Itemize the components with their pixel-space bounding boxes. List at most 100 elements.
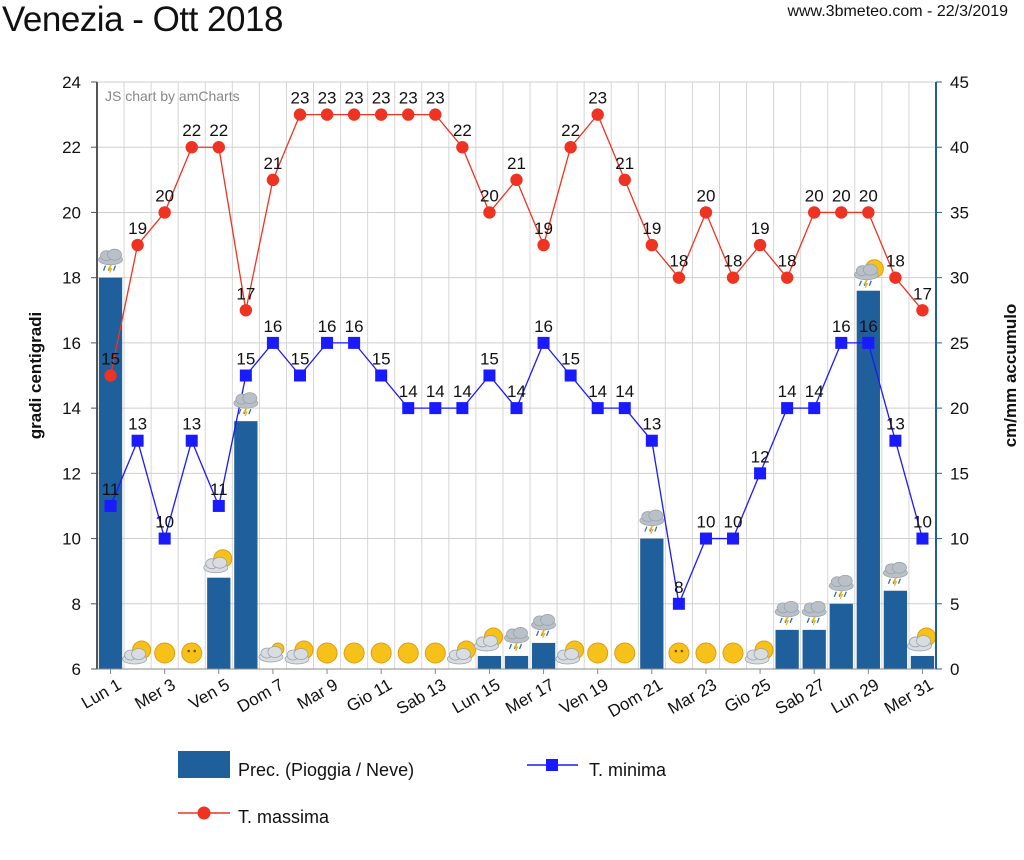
tmin-label: 14	[778, 382, 797, 401]
weather-icon-storm-rain-icon	[828, 574, 854, 600]
tmin-marker	[239, 369, 252, 382]
sun-shape	[343, 642, 365, 664]
lightning-bolt	[783, 616, 790, 626]
tmax-marker	[320, 108, 334, 121]
x-tick-label: Lun 1	[78, 675, 124, 713]
y-left-tick-label: 10	[62, 530, 81, 549]
tmin-marker	[672, 597, 685, 610]
x-tick-label: Lun 15	[449, 675, 504, 717]
source-credit: www.3bmeteo.com - 22/3/2019	[787, 3, 1008, 20]
tmax-marker	[131, 238, 144, 252]
tmin-marker	[564, 369, 577, 382]
weather-icon-sun-icon	[614, 642, 636, 664]
tmax-series: 15 19 20 22 22 17 21 23 23 23 23 23 23 22 20 21 19 22 23 21…	[101, 89, 932, 382]
tmax-label: 19	[128, 219, 147, 238]
tmin-label: 16	[318, 317, 337, 336]
tmin-marker	[375, 369, 388, 382]
weather-icon-storm-rain-icon	[639, 509, 665, 534]
weather-icon-storm-rain-icon	[883, 561, 908, 587]
weather-icon-sun-icon	[316, 642, 338, 664]
rain-drop	[644, 526, 648, 532]
lightning-bolt	[540, 629, 546, 639]
rain-drop	[858, 280, 862, 286]
tmax-marker	[456, 141, 469, 154]
weather-icon-sun-cloud-icon	[907, 627, 936, 652]
cloud-shape	[267, 646, 283, 658]
weather-icon-sun-cloud-icon	[474, 627, 503, 652]
y-left-tick-label: 14	[62, 399, 81, 418]
tmin-series: 11 13 10 13 11 15 16 15 16 16 15 14 14 14 15 14 16 15 14 14…	[102, 317, 932, 610]
y-right-tick-label: 0	[950, 660, 959, 679]
x-tick-label: Mer 17	[502, 675, 557, 718]
tmax-marker	[239, 304, 253, 317]
cloud-shape	[783, 600, 799, 613]
lightning-bolt	[107, 264, 113, 273]
tmin-label: 14	[507, 382, 526, 401]
tmax-marker	[753, 238, 767, 252]
tmax-label: 20	[832, 186, 851, 205]
tmin-marker	[158, 532, 171, 545]
tmin-label: 13	[642, 415, 661, 434]
weather-icon-sun-cloud-icon	[555, 640, 585, 665]
sun-shape	[397, 642, 419, 664]
tmin-label: 12	[751, 447, 770, 466]
tmin-label: 10	[724, 513, 743, 532]
lightning-bolt	[811, 616, 817, 626]
y-right-tick-label: 40	[950, 138, 969, 157]
rain-drop	[897, 578, 902, 584]
lightning-bolt	[863, 279, 869, 288]
legend-label-tmin: T. minima	[589, 760, 667, 780]
y-right-tick-label: 45	[950, 73, 969, 92]
tmin-marker	[185, 434, 198, 447]
tmax-label: 15	[101, 350, 120, 369]
rain-drop	[535, 630, 540, 637]
tmin-marker	[212, 499, 225, 512]
weather-icon-sun-icon	[722, 642, 744, 664]
tmax-marker	[266, 173, 280, 187]
x-tick-label: Mer 31	[881, 675, 936, 718]
sun-shape	[722, 642, 744, 664]
y-right-tick-label: 30	[950, 269, 969, 288]
tmin-marker	[916, 532, 929, 545]
weather-icon-sun-icon	[154, 642, 176, 664]
cloud-shape	[648, 509, 664, 522]
tmin-marker	[402, 402, 415, 415]
precip-bar	[207, 577, 231, 669]
weather-icon-sun-icon	[370, 642, 392, 664]
tmax-label: 22	[453, 121, 472, 140]
tmax-marker	[889, 271, 902, 284]
x-tick-label: Mar 9	[294, 675, 341, 713]
weather-icons	[98, 248, 936, 665]
tmax-label: 23	[291, 89, 310, 108]
weather-icon-sun-face-icon	[181, 642, 203, 664]
legend: Prec. (Pioggia / Neve) T. minima T. massim…	[178, 751, 667, 827]
tmax-marker	[591, 108, 604, 121]
precip-bar	[234, 421, 258, 669]
weather-icon-storm-rain-icon	[233, 392, 259, 417]
tmax-marker	[645, 238, 659, 252]
weather-icon-sun-cloud-icon	[284, 640, 314, 665]
tmax-label: 23	[399, 89, 418, 108]
precip-bar	[829, 603, 853, 669]
tmax-marker	[483, 206, 496, 219]
tmax-marker	[564, 141, 577, 154]
tmin-label: 15	[291, 350, 310, 369]
tmax-label: 20	[155, 186, 174, 205]
tmin-label: 15	[236, 350, 255, 369]
page-title: Venezia - Ott 2018	[2, 0, 283, 39]
tmin-marker	[104, 499, 117, 512]
tmin-label: 15	[480, 350, 499, 369]
cloud-shape	[862, 263, 878, 276]
weather-icon-sun-icon	[587, 642, 609, 664]
tmin-label: 14	[588, 382, 607, 401]
tmin-label: 16	[832, 317, 851, 336]
amcharts-credit: JS chart by amCharts	[105, 88, 240, 104]
cloud-shape	[455, 648, 471, 660]
x-tick-label: Sab 27	[772, 675, 828, 718]
tmax-marker	[510, 173, 523, 187]
legend-marker-tmax	[197, 806, 211, 820]
rain-drop	[868, 280, 872, 286]
tmin-marker	[429, 402, 442, 415]
tmax-label: 23	[372, 89, 391, 108]
tmax-marker	[429, 108, 442, 121]
